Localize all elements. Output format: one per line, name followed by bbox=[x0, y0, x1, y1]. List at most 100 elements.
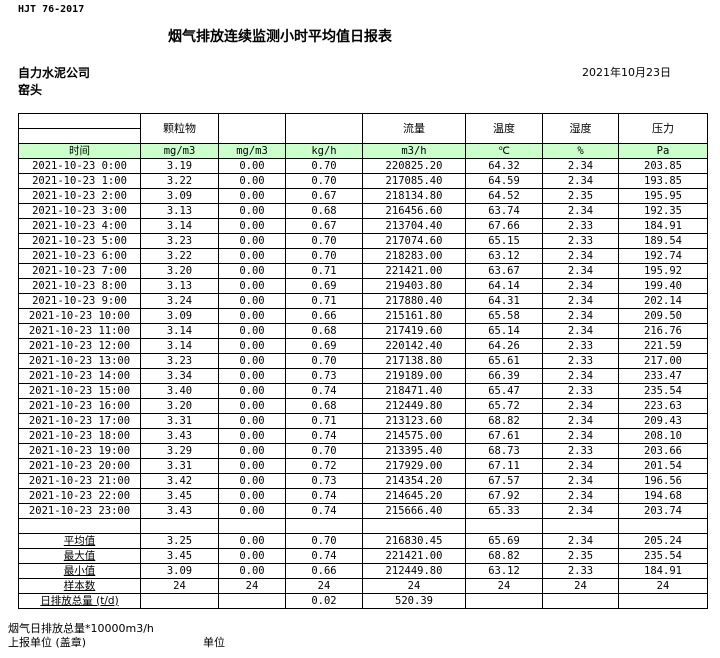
data-row-cell: 3.40 bbox=[140, 383, 219, 399]
summary-row-cell: 184.91 bbox=[618, 563, 708, 579]
header-row-cell: 颗粒物 bbox=[140, 113, 219, 144]
data-row-cell: 2.33 bbox=[542, 338, 619, 354]
data-row-cell: 0.74 bbox=[285, 383, 363, 399]
summary-row-cell bbox=[140, 593, 219, 609]
header-row: 颗粒物 流量 温度 湿度 压力 bbox=[18, 113, 708, 144]
data-row-cell: 2021-10-23 1:00 bbox=[18, 173, 141, 189]
data-row-cell: 220825.20 bbox=[362, 158, 466, 174]
data-row-cell: 3.43 bbox=[140, 503, 219, 519]
data-row-cell: 2.34 bbox=[542, 323, 619, 339]
data-row-cell: 0.00 bbox=[218, 503, 286, 519]
data-row-cell: 0.00 bbox=[218, 233, 286, 249]
data-row-cell: 2021-10-23 0:00 bbox=[18, 158, 141, 174]
data-row-cell: 192.74 bbox=[618, 248, 708, 264]
summary-row-cell: 最大值 bbox=[18, 548, 141, 564]
data-row-cell: 65.33 bbox=[465, 503, 543, 519]
data-row-cell: 2.33 bbox=[542, 218, 619, 234]
data-row-cell: 65.14 bbox=[465, 323, 543, 339]
summary-row-cell: 212449.80 bbox=[362, 563, 466, 579]
summary-row: 日排放总量 (t/d) 0.02 520.39 bbox=[18, 593, 708, 609]
data-row-cell: 2021-10-23 2:00 bbox=[18, 188, 141, 204]
data-row-cell: 2021-10-23 22:00 bbox=[18, 488, 141, 504]
unit-row-cell: ℃ bbox=[465, 143, 543, 159]
data-row-cell: 0.00 bbox=[218, 368, 286, 384]
data-row-cell: 0.00 bbox=[218, 218, 286, 234]
data-row-cell: 203.74 bbox=[618, 503, 708, 519]
data-row-cell: 217880.40 bbox=[362, 293, 466, 309]
company-name: 自力水泥公司 bbox=[18, 66, 91, 80]
data-row-cell: 2.34 bbox=[542, 368, 619, 384]
summary-row-cell: 68.82 bbox=[465, 548, 543, 564]
data-row-cell: 3.42 bbox=[140, 473, 219, 489]
data-row-cell: 217.00 bbox=[618, 353, 708, 369]
data-row-cell: 215161.80 bbox=[362, 308, 466, 324]
data-row-cell: 0.74 bbox=[285, 503, 363, 519]
data-row-cell: 0.66 bbox=[285, 308, 363, 324]
data-row-cell: 0.00 bbox=[218, 338, 286, 354]
summary-row-cell: 24 bbox=[542, 578, 619, 594]
data-row-cell: 2021-10-23 6:00 bbox=[18, 248, 141, 264]
summary-row-cell: 0.02 bbox=[285, 593, 363, 609]
data-row-cell: 220142.40 bbox=[362, 338, 466, 354]
data-row-cell: 2.33 bbox=[542, 383, 619, 399]
data-row-cell: 0.00 bbox=[218, 173, 286, 189]
data-row-cell: 66.39 bbox=[465, 368, 543, 384]
summary-row-cell: 平均值 bbox=[18, 533, 141, 549]
unit-row-cell: m3/h bbox=[362, 143, 466, 159]
data-row-cell: 3.13 bbox=[140, 278, 219, 294]
data-row: 2021-10-23 6:00 3.22 0.00 0.70 218283.00 63.1… bbox=[18, 248, 708, 264]
data-row-cell: 2.34 bbox=[542, 263, 619, 279]
data-row-cell: 0.71 bbox=[285, 293, 363, 309]
data-row-cell: 0.68 bbox=[285, 203, 363, 219]
data-row-cell: 213123.60 bbox=[362, 413, 466, 429]
data-row-cell: 2.33 bbox=[542, 443, 619, 459]
data-row-cell: 3.29 bbox=[140, 443, 219, 459]
data-row-cell: 0.00 bbox=[218, 278, 286, 294]
header-row-cell: 湿度 bbox=[542, 113, 619, 144]
data-row-cell: 63.12 bbox=[465, 248, 543, 264]
data-row-cell: 214575.00 bbox=[362, 428, 466, 444]
data-row: 2021-10-23 19:00 3.29 0.00 0.70 213395.40 68.… bbox=[18, 443, 708, 459]
summary-row-cell: 24 bbox=[218, 578, 286, 594]
data-row: 2021-10-23 20:00 3.31 0.00 0.72 217929.00 67.… bbox=[18, 458, 708, 474]
data-row-cell: 208.10 bbox=[618, 428, 708, 444]
data-row-cell: 184.91 bbox=[618, 218, 708, 234]
data-row-cell: 0.67 bbox=[285, 218, 363, 234]
data-row-cell: 0.00 bbox=[218, 353, 286, 369]
data-row: 2021-10-23 12:00 3.14 0.00 0.69 220142.40 64.… bbox=[18, 338, 708, 354]
data-row-cell: 3.31 bbox=[140, 458, 219, 474]
blank-row-cell bbox=[285, 518, 363, 534]
data-row-cell: 217138.80 bbox=[362, 353, 466, 369]
data-row-cell: 0.00 bbox=[218, 158, 286, 174]
data-row-cell: 0.71 bbox=[285, 413, 363, 429]
data-row-cell: 2.34 bbox=[542, 503, 619, 519]
data-row-cell: 0.70 bbox=[285, 443, 363, 459]
data-row-cell: 217074.60 bbox=[362, 233, 466, 249]
data-row-cell: 221421.00 bbox=[362, 263, 466, 279]
data-row-cell: 65.61 bbox=[465, 353, 543, 369]
data-row: 2021-10-23 0:00 3.19 0.00 0.70 220825.20 64.3… bbox=[18, 158, 708, 174]
unit-row-cell: mg/m3 bbox=[140, 143, 219, 159]
data-row: 2021-10-23 9:00 3.24 0.00 0.71 217880.40 64.3… bbox=[18, 293, 708, 309]
header-divider bbox=[19, 128, 140, 129]
summary-row-cell: 24 bbox=[140, 578, 219, 594]
data-row-cell: 217085.40 bbox=[362, 173, 466, 189]
report-date: 2021年10月23日 bbox=[582, 66, 671, 79]
data-row-cell: 221.59 bbox=[618, 338, 708, 354]
data-row-cell: 3.43 bbox=[140, 428, 219, 444]
summary-row-cell: 0.74 bbox=[285, 548, 363, 564]
data-row-cell: 2021-10-23 3:00 bbox=[18, 203, 141, 219]
summary-row-cell: 2.33 bbox=[542, 563, 619, 579]
data-row-cell: 202.14 bbox=[618, 293, 708, 309]
summary-row-cell: 2.35 bbox=[542, 548, 619, 564]
unit-row-cell: Pa bbox=[618, 143, 708, 159]
summary-row-cell: 221421.00 bbox=[362, 548, 466, 564]
data-row-cell: 219189.00 bbox=[362, 368, 466, 384]
data-row: 2021-10-23 1:00 3.22 0.00 0.70 217085.40 64.5… bbox=[18, 173, 708, 189]
data-row-cell: 2021-10-23 23:00 bbox=[18, 503, 141, 519]
data-row-cell: 3.09 bbox=[140, 188, 219, 204]
data-row-cell: 2.34 bbox=[542, 158, 619, 174]
blank-row-cell bbox=[542, 518, 619, 534]
data-row-cell: 0.00 bbox=[218, 323, 286, 339]
header-row-cell: 压力 bbox=[618, 113, 708, 144]
